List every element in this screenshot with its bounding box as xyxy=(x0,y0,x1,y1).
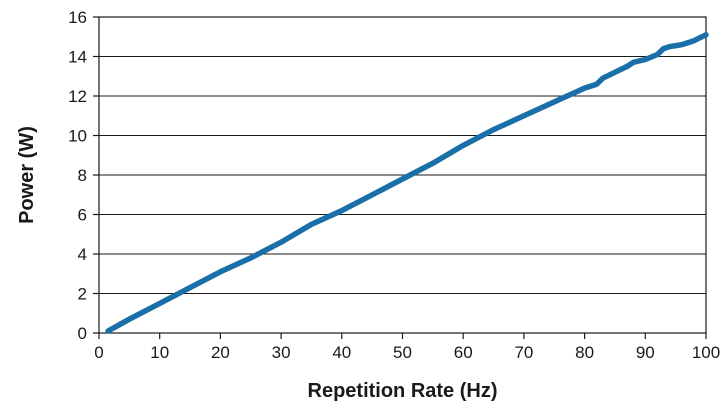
y-tick-label-4: 4 xyxy=(78,245,87,264)
y-tick-label-10: 10 xyxy=(68,127,87,146)
y-tick-labels: 0 2 4 6 8 10 12 14 16 xyxy=(68,8,87,343)
x-tick-label-50: 50 xyxy=(393,343,412,362)
axis-ticks xyxy=(93,16,707,339)
x-tick-labels: 0 10 20 30 40 50 60 70 80 90 100 xyxy=(94,343,720,362)
x-tick-label-100: 100 xyxy=(692,343,720,362)
series-line-0 xyxy=(105,32,709,334)
x-tick-label-90: 90 xyxy=(636,343,655,362)
y-tick-label-8: 8 xyxy=(78,166,87,185)
y-tick-label-14: 14 xyxy=(68,48,87,67)
x-axis-title: Repetition Rate (Hz) xyxy=(308,380,498,402)
x-tick-label-20: 20 xyxy=(211,343,230,362)
series-layer xyxy=(105,32,709,334)
x-tick-label-70: 70 xyxy=(514,343,533,362)
x-tick-label-10: 10 xyxy=(150,343,169,362)
y-axis-title: Power (W) xyxy=(16,126,38,224)
x-tick-label-30: 30 xyxy=(272,343,291,362)
y-tick-label-16: 16 xyxy=(68,8,87,27)
x-tick-label-40: 40 xyxy=(332,343,351,362)
gridlines xyxy=(99,56,706,294)
x-tick-label-80: 80 xyxy=(575,343,594,362)
y-tick-label-6: 6 xyxy=(78,206,87,225)
x-tick-label-60: 60 xyxy=(454,343,473,362)
y-tick-label-12: 12 xyxy=(68,87,87,106)
y-tick-label-0: 0 xyxy=(78,324,87,343)
y-tick-label-2: 2 xyxy=(78,285,87,304)
x-tick-label-0: 0 xyxy=(94,343,103,362)
